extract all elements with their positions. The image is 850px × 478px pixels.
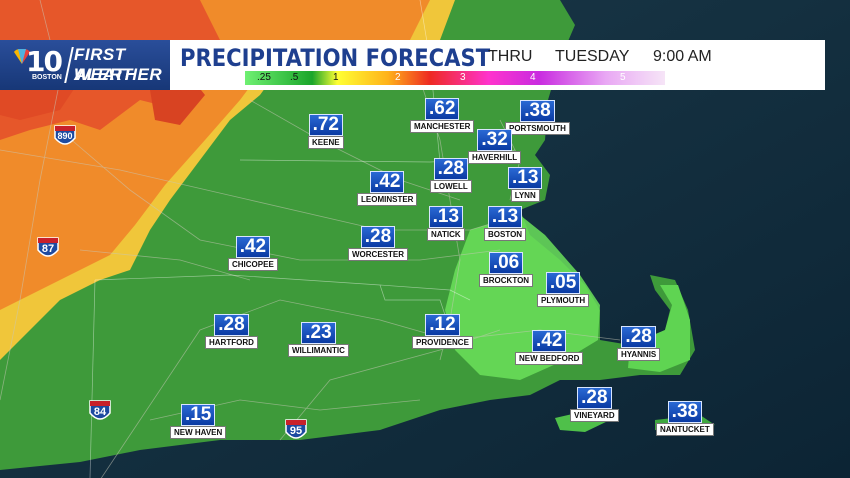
interstate-shield-icon: 87 [36, 236, 60, 260]
location-new-haven: .15 NEW HAVEN [170, 404, 227, 439]
precip-value: .72 [308, 114, 343, 136]
location-name: LOWELL [430, 180, 472, 193]
brand-line-2: WEATHER [74, 65, 163, 84]
station-badge: 10 [26, 45, 63, 78]
precip-value: .38 [520, 100, 555, 122]
highway-number: 84 [93, 406, 107, 418]
brand-line-1: FIRST ALERT [74, 45, 133, 84]
station-city: BOSTON [32, 74, 62, 81]
precip-value: .23 [301, 322, 336, 344]
location-plymouth: .05 PLYMOUTH [537, 272, 590, 307]
location-brockton: .06 BROCKTON [479, 252, 534, 287]
location-providence: .12 PROVIDENCE [412, 314, 473, 349]
highway-number: 890 [57, 131, 73, 141]
location-name: CHICOPEE [228, 258, 278, 271]
interstate-shield-icon: 95 [284, 418, 308, 442]
title-panel: PRECIPITATION FORECAST THRU TUESDAY 9:00… [170, 40, 825, 90]
location-name: VINEYARD [570, 409, 619, 422]
precip-value: .32 [477, 129, 512, 151]
highway-number: 87 [41, 243, 55, 255]
precip-value: .13 [428, 206, 464, 228]
location-name: WORCESTER [348, 248, 408, 261]
location-name: PORTSMOUTH [505, 122, 570, 135]
location-hartford: .28 HARTFORD [205, 314, 258, 349]
precip-value: .62 [425, 98, 460, 120]
location-name: HAVERHILL [468, 151, 522, 164]
location-name: BROCKTON [479, 274, 534, 287]
location-name: NATICK [427, 228, 465, 241]
location-name: WILLIMANTIC [288, 344, 349, 357]
scale-tick: .5 [290, 72, 299, 83]
location-name: BOSTON [484, 228, 527, 241]
scale-tick: 5 [620, 72, 626, 83]
location-willimantic: .23 WILLIMANTIC [288, 322, 349, 357]
location-name: LYNN [510, 189, 540, 202]
location-name: PROVIDENCE [412, 336, 473, 349]
location-name: NEW HAVEN [170, 426, 227, 439]
precip-value: .12 [425, 314, 460, 336]
location-new-bedford: .42 NEW BEDFORD [515, 330, 584, 365]
precip-value: .06 [488, 252, 524, 274]
location-name: HYANNIS [617, 348, 661, 361]
precip-value: .28 [360, 226, 396, 248]
precip-value: .28 [621, 326, 656, 348]
precip-value: .28 [577, 387, 612, 409]
precip-value: .05 [545, 272, 581, 294]
location-lynn: .13 LYNN [508, 167, 543, 202]
scale-tick: 1 [333, 72, 339, 83]
precip-value: .28 [433, 158, 469, 180]
location-name: PLYMOUTH [537, 294, 590, 307]
day-label: TUESDAY [555, 48, 630, 65]
station-logo: 10 BOSTON FIRST ALERT WEATHER [0, 40, 170, 90]
forecast-banner: 10 BOSTON FIRST ALERT WEATHER PRECIPITAT… [0, 40, 825, 90]
location-name: MANCHESTER [410, 120, 475, 133]
precip-value: .38 [667, 401, 703, 423]
time-label: 9:00 AM [653, 48, 712, 65]
highway-number: 95 [289, 425, 303, 437]
precip-value: .42 [370, 171, 405, 193]
location-boston: .13 BOSTON [484, 206, 527, 241]
location-name: LEOMINSTER [357, 193, 418, 206]
location-chicopee: .42 CHICOPEE [228, 236, 278, 271]
precip-value: .42 [532, 330, 567, 352]
location-natick: .13 NATICK [427, 206, 465, 241]
scale-tick: 3 [460, 72, 466, 83]
location-nantucket: .38 NANTUCKET [656, 401, 714, 436]
location-worcester: .28 WORCESTER [348, 226, 408, 261]
precip-color-scale: .25 .5 1 2 3 4 5 [245, 71, 665, 85]
forecast-title: PRECIPITATION FORECAST [180, 44, 491, 72]
location-haverhill: .32 HAVERHILL [468, 129, 522, 164]
precip-value: .28 [214, 314, 249, 336]
interstate-shield-icon: 890 [53, 124, 77, 148]
precip-value: .13 [487, 206, 523, 228]
precip-value: .42 [235, 236, 271, 258]
interstate-shield-icon: 84 [88, 399, 112, 423]
scale-tick: .25 [257, 72, 271, 83]
scale-tick: 4 [530, 72, 536, 83]
location-vineyard: .28 VINEYARD [570, 387, 619, 422]
location-portsmouth: .38 PORTSMOUTH [505, 100, 570, 135]
location-name: KEENE [308, 136, 344, 149]
location-hyannis: .28 HYANNIS [617, 326, 661, 361]
precip-value: .13 [508, 167, 543, 189]
location-lowell: .28 LOWELL [430, 158, 472, 193]
scale-tick: 2 [395, 72, 401, 83]
location-name: HARTFORD [205, 336, 258, 349]
location-name: NEW BEDFORD [515, 352, 584, 365]
precip-value: .15 [180, 404, 216, 426]
location-manchester: .62 MANCHESTER [410, 98, 475, 133]
period-label: THRU [488, 48, 533, 65]
location-keene: .72 KEENE [308, 114, 344, 149]
location-leominster: .42 LEOMINSTER [357, 171, 418, 206]
location-name: NANTUCKET [656, 423, 714, 436]
peacock-icon [14, 49, 30, 64]
